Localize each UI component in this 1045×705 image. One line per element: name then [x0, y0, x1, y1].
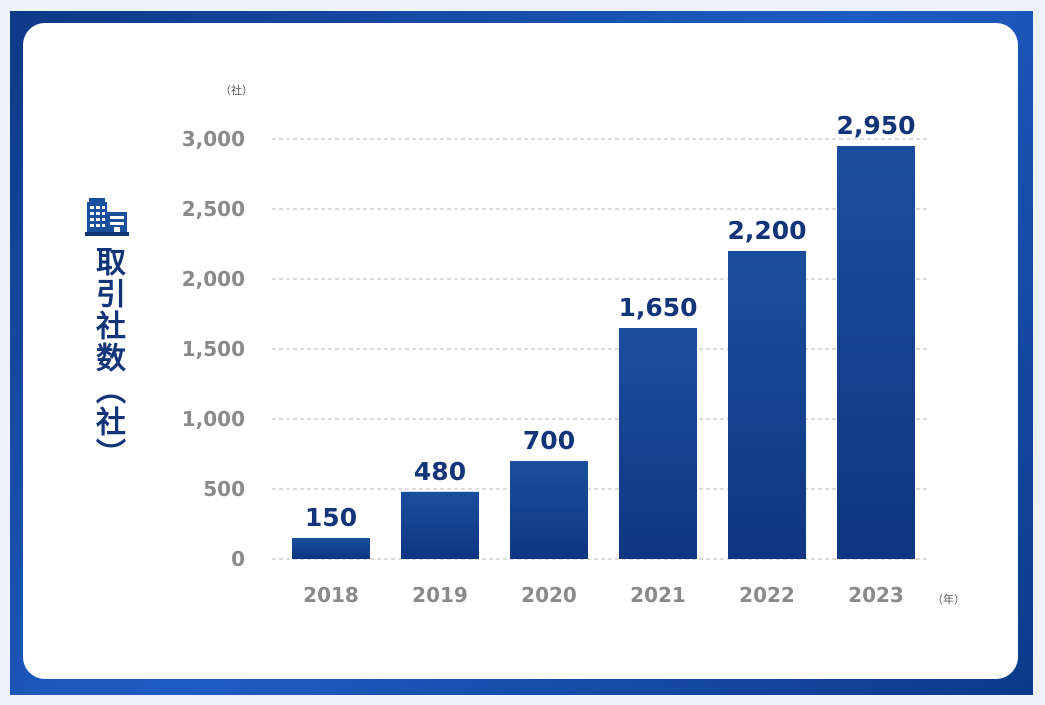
- bar: [837, 146, 915, 559]
- x-tick-label: 2021: [630, 583, 686, 607]
- gridlines: [272, 138, 930, 560]
- y-tick-label: 1,000: [182, 407, 245, 431]
- bar: [292, 538, 370, 559]
- data-label: 480: [414, 457, 466, 486]
- y-tick-label: 3,000: [182, 127, 245, 151]
- x-tick-label: 2020: [521, 583, 577, 607]
- data-labels: 150 480 700 1,650 2,200 2,950: [305, 111, 916, 532]
- y-tick-label: 500: [203, 477, 245, 501]
- x-unit-label: （年）: [932, 593, 965, 606]
- data-label: 700: [523, 426, 575, 455]
- y-axis-label: 取引社数（社）: [90, 246, 125, 470]
- y-tick-label: 2,000: [182, 267, 245, 291]
- data-label: 150: [305, 503, 357, 532]
- bar: [401, 491, 479, 559]
- bar: [510, 461, 588, 559]
- x-tick-label: 2019: [412, 583, 468, 607]
- building-icon: [85, 198, 129, 236]
- data-label: 2,950: [836, 111, 915, 140]
- y-tick-label: 2,500: [182, 197, 245, 221]
- y-axis-title: 取引社数（社）: [84, 198, 130, 470]
- data-label: 1,650: [618, 293, 697, 322]
- x-axis-ticks: 2018 2019 2020 2021 2022 2023: [303, 583, 904, 607]
- bars: [292, 146, 915, 559]
- x-tick-label: 2022: [739, 583, 795, 607]
- y-axis-ticks: 0 500 1,000 1,500 2,000 2,500 3,000: [182, 127, 245, 571]
- y-tick-label: 0: [231, 547, 245, 571]
- bar: [619, 328, 697, 559]
- data-label: 2,200: [727, 216, 806, 245]
- x-tick-label: 2018: [303, 583, 359, 607]
- y-unit-label: （社）: [220, 84, 253, 97]
- x-tick-label: 2023: [848, 583, 904, 607]
- y-tick-label: 1,500: [182, 337, 245, 361]
- bar: [728, 251, 806, 559]
